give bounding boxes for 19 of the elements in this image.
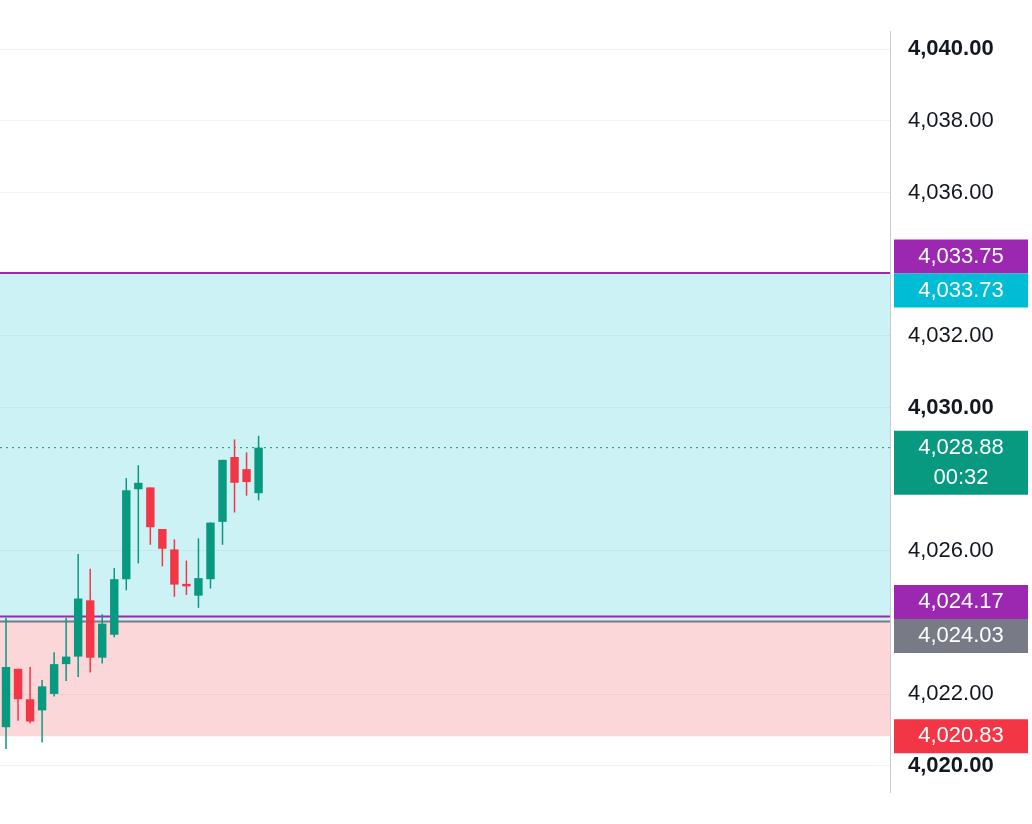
band-label: 4,020.83	[918, 722, 1004, 748]
y-tick-label: 4,038.00	[908, 106, 994, 132]
ref-line-label: 4,028.88 00:32	[918, 433, 1004, 489]
y-tick-label: 4,030.00	[908, 393, 994, 419]
ref-line-label: 4,024.17	[918, 588, 1004, 614]
ref-line-label: 4,033.75	[918, 242, 1004, 268]
y-tick-label: 4,022.00	[908, 680, 994, 706]
candlestick	[134, 464, 143, 565]
candlestick	[194, 537, 203, 609]
y-tick-label: 4,032.00	[908, 321, 994, 347]
candlestick	[158, 528, 167, 568]
candlestick	[25, 666, 35, 725]
candlestick	[242, 451, 251, 497]
y-tick-label: 4,026.00	[908, 536, 994, 562]
band-label: 4,033.73	[918, 276, 1004, 302]
y-tick-label: 4,040.00	[908, 35, 994, 61]
y-tick-label: 4,036.00	[908, 178, 994, 204]
y-tick-label: 4,020.00	[908, 751, 994, 777]
ref-line-label: 4,024.03	[918, 622, 1004, 648]
